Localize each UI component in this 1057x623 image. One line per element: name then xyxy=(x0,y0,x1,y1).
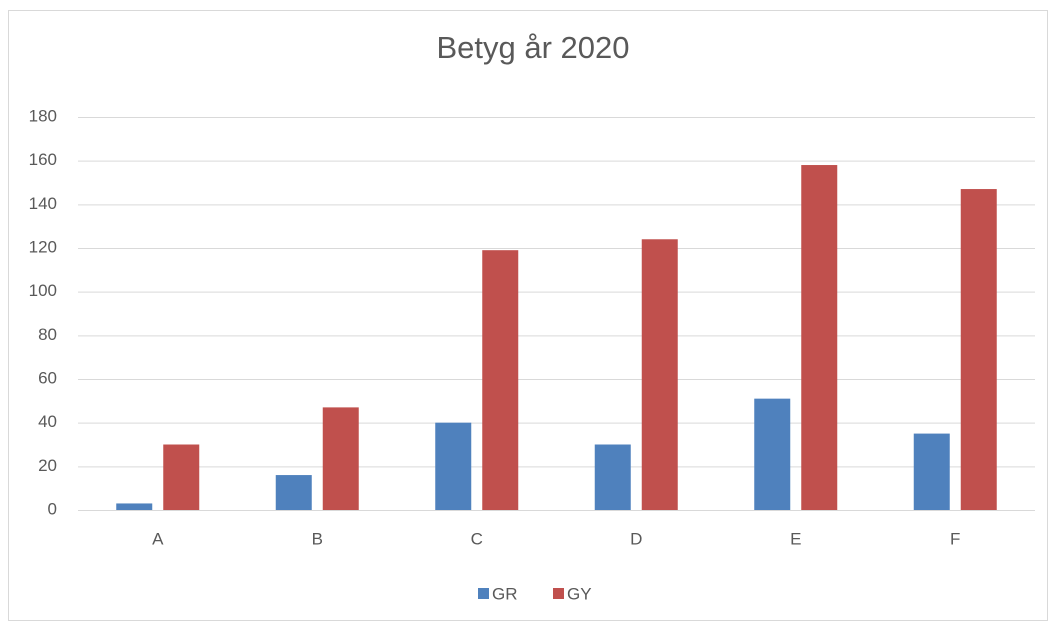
x-tick-label: D xyxy=(630,529,642,548)
bar xyxy=(322,407,359,510)
y-tick-label: 20 xyxy=(38,456,57,475)
y-tick-label: 120 xyxy=(29,237,57,256)
x-tick-label: A xyxy=(152,529,164,548)
y-tick-label: 0 xyxy=(48,499,57,518)
bar xyxy=(116,503,153,510)
x-tick-label: F xyxy=(950,529,960,548)
x-tick-label: B xyxy=(312,529,323,548)
y-tick-label: 160 xyxy=(29,150,57,169)
y-tick-label: 180 xyxy=(29,106,57,125)
legend-label: GY xyxy=(567,584,592,603)
bar xyxy=(913,433,950,510)
chart-title: Betyg år 2020 xyxy=(436,30,629,65)
legend-label: GR xyxy=(492,584,518,603)
bar xyxy=(641,239,678,510)
legend-swatch xyxy=(478,588,489,599)
x-tick-label: E xyxy=(790,529,801,548)
y-tick-label: 80 xyxy=(38,325,57,344)
bar xyxy=(754,398,791,510)
legend-swatch xyxy=(553,588,564,599)
y-tick-label: 140 xyxy=(29,194,57,213)
y-tick-label: 100 xyxy=(29,281,57,300)
bar xyxy=(435,422,472,510)
x-tick-label: C xyxy=(471,529,483,548)
y-tick-label: 40 xyxy=(38,412,57,431)
bar xyxy=(801,165,838,511)
y-tick-label: 60 xyxy=(38,368,57,387)
bar xyxy=(482,250,519,510)
bar xyxy=(163,444,200,510)
bar xyxy=(960,189,997,511)
chart-frame xyxy=(8,10,1048,621)
bar xyxy=(594,444,631,510)
bar xyxy=(275,475,312,510)
